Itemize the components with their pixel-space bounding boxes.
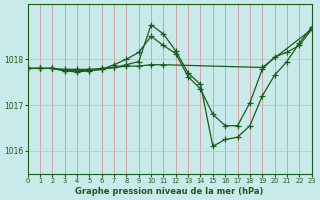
X-axis label: Graphe pression niveau de la mer (hPa): Graphe pression niveau de la mer (hPa): [76, 187, 264, 196]
